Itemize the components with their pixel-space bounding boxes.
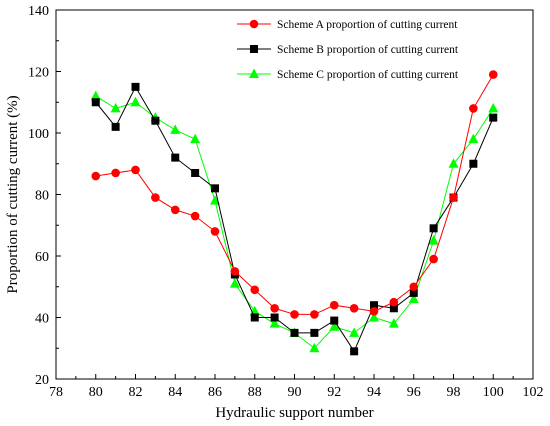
data-point — [448, 158, 459, 168]
data-point — [90, 90, 101, 101]
data-point — [369, 312, 379, 322]
x-tick-label: 102 — [523, 385, 544, 400]
data-point — [230, 267, 240, 276]
y-tick-label: 100 — [28, 127, 49, 142]
legend-marker — [249, 68, 259, 78]
data-point — [91, 98, 100, 107]
data-point — [469, 159, 478, 168]
data-point — [428, 235, 439, 245]
data-point — [111, 168, 120, 178]
data-point — [210, 195, 220, 205]
legend-marker — [249, 19, 259, 29]
x-tick-label: 88 — [248, 385, 262, 400]
legend-entry: Scheme C proportion of cutting current — [237, 68, 459, 81]
data-point — [449, 193, 458, 202]
data-point — [131, 82, 140, 91]
data-point — [91, 171, 101, 181]
data-point — [429, 254, 438, 264]
data-point — [369, 307, 379, 316]
y-tick-label: 80 — [35, 189, 49, 204]
y-axis-title: Proportion of cutting current (%) — [5, 95, 21, 293]
data-point — [349, 303, 359, 313]
data-point — [131, 165, 140, 175]
plot-area-border — [55, 9, 534, 380]
data-point — [429, 224, 438, 233]
series-group — [90, 70, 499, 356]
x-axis-title: Hydraulic support number — [215, 405, 373, 421]
legend-marker — [250, 45, 258, 53]
data-point — [309, 342, 320, 353]
x-tick-label: 90 — [288, 385, 302, 400]
data-point — [151, 193, 160, 202]
y-tick-label: 20 — [35, 373, 49, 388]
series-circle — [91, 70, 498, 319]
data-point — [370, 301, 378, 310]
data-point — [190, 133, 201, 144]
data-point — [388, 318, 399, 328]
y-tick-label: 120 — [28, 66, 49, 81]
x-tick-label: 98 — [447, 385, 461, 400]
data-point — [170, 124, 181, 134]
data-point — [310, 328, 319, 337]
x-tick-label: 96 — [407, 385, 421, 400]
legend-label: Scheme B proportion of cutting current — [277, 44, 459, 56]
data-point — [290, 310, 299, 319]
legend-label: Scheme C proportion of cutting current — [277, 69, 459, 81]
data-point — [349, 327, 360, 337]
data-point — [111, 122, 120, 131]
data-point — [389, 304, 398, 313]
legend-label: Scheme A proportion of cutting current — [277, 19, 458, 31]
data-point — [310, 310, 319, 319]
data-point — [270, 303, 279, 313]
data-point — [330, 316, 339, 325]
x-tick-label: 80 — [89, 385, 103, 400]
data-point — [329, 321, 340, 331]
data-point — [408, 293, 419, 304]
x-tick-label: 78 — [49, 385, 63, 400]
data-point — [151, 116, 160, 125]
legend-entry: Scheme A proportion of cutting current — [237, 19, 458, 31]
data-point — [389, 297, 399, 307]
data-point — [409, 288, 418, 297]
data-point — [489, 113, 498, 122]
x-tick-label: 92 — [327, 385, 341, 400]
y-tick-label: 140 — [28, 4, 49, 19]
data-point — [469, 104, 478, 113]
y-tick-label: 60 — [35, 250, 49, 265]
data-point — [350, 347, 359, 356]
axis-ticks: 78 80 82 84 86 88 90 92 94 96 98 100 102 20 40 60 80 100 1… — [28, 4, 544, 400]
data-point — [171, 153, 180, 162]
data-point — [488, 70, 498, 79]
data-point — [229, 278, 240, 288]
x-tick-label: 94 — [367, 385, 381, 400]
data-point — [290, 328, 299, 337]
data-point — [130, 96, 141, 107]
x-tick-label: 84 — [168, 385, 182, 400]
data-point — [270, 313, 279, 322]
data-point — [269, 318, 280, 328]
data-point — [211, 184, 219, 193]
data-point — [409, 282, 419, 292]
legend: Scheme A proportion of cutting current Sc… — [237, 19, 459, 81]
data-point — [190, 211, 200, 221]
series-square — [91, 82, 498, 356]
x-tick-label: 82 — [129, 385, 143, 400]
y-tick-label: 40 — [35, 312, 49, 327]
data-point — [488, 102, 499, 113]
legend-entry: Scheme B proportion of cutting current — [237, 44, 459, 56]
data-point — [191, 168, 200, 177]
data-point — [250, 285, 260, 295]
x-tick-label: 86 — [208, 385, 222, 400]
data-point — [250, 313, 259, 322]
plot-frame — [55, 9, 534, 380]
data-point — [210, 227, 220, 236]
data-point — [468, 133, 479, 144]
x-tick-label: 100 — [483, 385, 504, 400]
data-point — [170, 205, 180, 215]
data-point — [110, 102, 121, 113]
data-point — [329, 300, 339, 310]
